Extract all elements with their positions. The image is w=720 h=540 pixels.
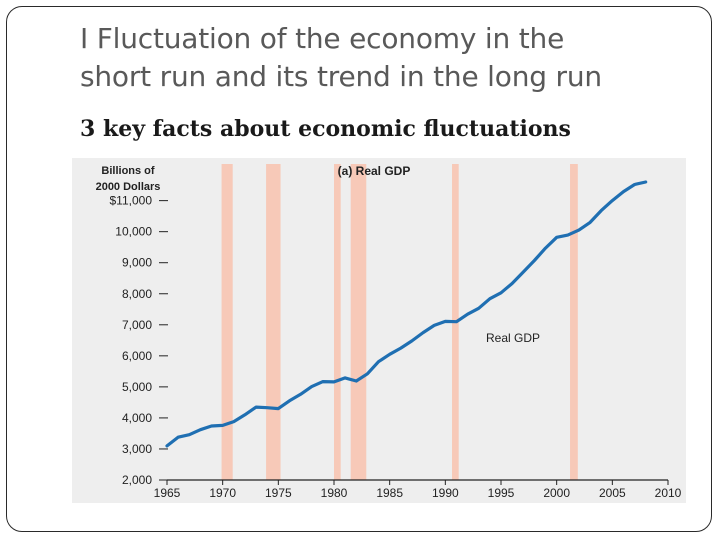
y-tick-label-2: 9,000: [122, 256, 152, 270]
recession-band-1: [266, 164, 281, 480]
chart-svg: $11,000 10,000 9,000 8,000 7,000 6,000 5,000 4,…: [96, 164, 682, 500]
slide-title: I Fluctuation of the economy in the shor…: [80, 20, 700, 96]
x-tick-label-0: 1965: [154, 486, 181, 500]
y-tick-label-9: 2,000: [122, 473, 152, 487]
slide-frame: [6, 6, 712, 532]
y-axis-unit-line-1: Billions of: [101, 165, 155, 177]
x-tick-label-5: 1990: [432, 486, 459, 500]
y-tick-label-3: 8,000: [122, 287, 152, 301]
recession-band-3: [350, 164, 367, 480]
recession-band-5: [570, 164, 578, 480]
series-label-real-gdp: Real GDP: [486, 331, 540, 345]
x-tick-label-6: 1995: [488, 486, 515, 500]
chart-title: (a) Real GDP: [338, 164, 411, 178]
x-tick-label-4: 1985: [376, 486, 403, 500]
recession-band-0: [221, 164, 233, 480]
y-tick-label-8: 3,000: [122, 442, 152, 456]
series-line-real-gdp: [165, 180, 648, 448]
chart-axes: $11,000 10,000 9,000 8,000 7,000 6,000 5,000 4,…: [110, 194, 682, 500]
x-tick-label-2: 1975: [265, 486, 292, 500]
chart-text: Billions of 2000 Dollars (a) Real GDP Re…: [96, 164, 540, 345]
recession-bands: [221, 164, 578, 480]
y-tick-label-1: 10,000: [115, 225, 152, 239]
x-tick-label-3: 1980: [321, 486, 348, 500]
y-tick-label-4: 7,000: [122, 318, 152, 332]
y-tick-label-5: 6,000: [122, 349, 152, 363]
y-axis-unit-line-2: 2000 Dollars: [96, 181, 161, 193]
slide-title-line-1: I Fluctuation of the economy in the: [80, 22, 565, 55]
recession-band-2: [334, 164, 341, 480]
x-tick-label-7: 2000: [543, 486, 570, 500]
x-tick-label-8: 2005: [599, 486, 626, 500]
real-gdp-chart: $11,000 10,000 9,000 8,000 7,000 6,000 5,000 4,…: [72, 158, 686, 503]
y-tick-label-6: 5,000: [122, 380, 152, 394]
series-lines: [165, 180, 648, 448]
slide-title-line-2: short run and its trend in the long run: [80, 60, 602, 93]
y-tick-label-0: $11,000: [110, 194, 153, 208]
x-tick-label-1: 1970: [209, 486, 236, 500]
y-tick-label-7: 4,000: [122, 411, 152, 425]
x-tick-label-9: 2010: [655, 486, 682, 500]
slide-subtitle: 3 key facts about economic fluctuations: [80, 116, 571, 142]
